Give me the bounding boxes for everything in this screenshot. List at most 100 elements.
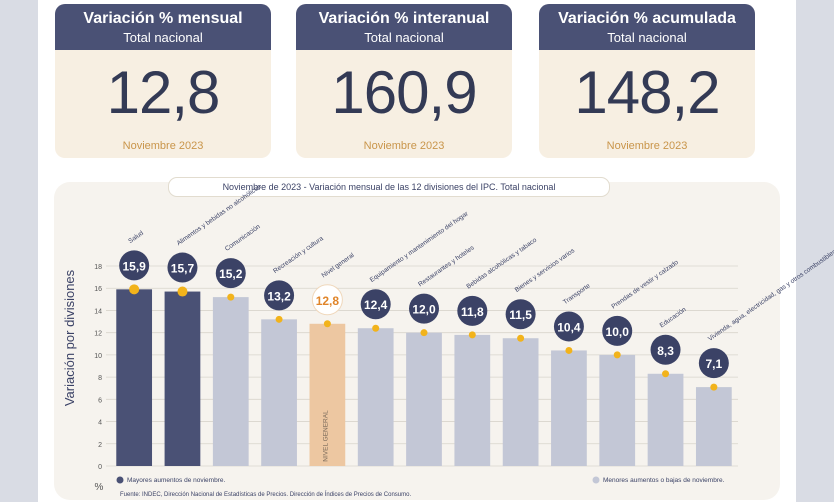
data-label: 12,8 — [316, 294, 340, 308]
legend-marker-mayor — [116, 476, 124, 484]
value-dot — [710, 383, 718, 391]
value-badge — [119, 250, 150, 281]
value-dot — [468, 331, 476, 339]
category-label: Vivienda, agua, electricidad, gas y otro… — [707, 248, 834, 343]
value-badge — [167, 252, 198, 283]
bar — [357, 328, 394, 466]
y-axis-label: Variación por divisiones — [62, 269, 77, 406]
value-badge — [311, 284, 343, 316]
y-tick-label: 12 — [94, 331, 102, 338]
value-badge — [553, 311, 584, 342]
card-accumulated-value: 148,2 — [574, 59, 720, 126]
card-yearly-subtitle: Total nacional — [364, 30, 444, 45]
value-badge — [215, 258, 246, 289]
bar — [695, 387, 732, 466]
category-label: Recreación y cultura — [272, 235, 325, 275]
card-yearly-header: Variación % interanual Total nacional — [296, 4, 512, 50]
bar — [309, 323, 346, 466]
value-dot — [662, 370, 670, 378]
value-badge — [505, 299, 536, 330]
source-note: Fuente: INDEC, Dirección Nacional de Est… — [120, 492, 412, 498]
card-accumulated-header: Variación % acumulada Total nacional — [539, 4, 755, 50]
bar — [647, 373, 684, 466]
data-label: 11,5 — [509, 308, 532, 322]
value-dot — [323, 320, 331, 328]
card-yearly: Variación % interanual Total nacional 16… — [296, 4, 512, 158]
card-monthly-date: Noviembre 2023 — [122, 140, 204, 152]
category-label: Salud — [127, 229, 145, 244]
bar — [406, 332, 442, 466]
card-accumulated-title: Variación % acumulada — [558, 10, 736, 27]
data-label: 15,7 — [171, 262, 195, 276]
value-badge — [264, 280, 295, 311]
value-dot — [129, 284, 140, 295]
card-accumulated-date: Noviembre 2023 — [606, 140, 688, 152]
data-label: 8,3 — [657, 344, 674, 358]
card-accumulated: Variación % acumulada Total nacional 148… — [539, 4, 755, 158]
y-tick-label: 16 — [94, 286, 102, 293]
card-monthly-value: 12,8 — [106, 59, 221, 126]
data-label: 15,9 — [122, 259, 146, 273]
value-dot — [420, 329, 428, 337]
y-tick-label: 0 — [98, 464, 102, 471]
value-badge — [650, 334, 681, 365]
data-label: 13,2 — [267, 289, 291, 303]
card-monthly-title: Variación % mensual — [83, 10, 243, 27]
y-tick-label: 6 — [98, 397, 102, 404]
right-background — [796, 0, 834, 502]
card-accumulated-subtitle: Total nacional — [607, 30, 687, 45]
data-label: 12,4 — [364, 298, 388, 312]
card-yearly-title: Variación % interanual — [318, 10, 490, 27]
legend-label-menor: Menores aumentos o bajas de noviembre. — [603, 477, 725, 484]
card-yearly-value: 160,9 — [331, 59, 477, 126]
value-dot — [613, 351, 621, 359]
category-label: Educación — [659, 306, 688, 329]
data-label: 10,4 — [557, 320, 581, 334]
bar — [261, 319, 297, 466]
data-label: 15,2 — [219, 267, 243, 281]
category-label: Bienes y servicios varios — [514, 247, 577, 294]
value-badge — [698, 348, 729, 379]
card-monthly-subtitle: Total nacional — [123, 30, 203, 45]
value-badge — [457, 295, 488, 326]
value-dot — [275, 315, 283, 323]
y-tick-label: 2 — [98, 442, 102, 449]
y-tick-label: 10 — [94, 353, 102, 360]
bar — [599, 354, 636, 466]
bar — [454, 334, 491, 466]
value-badge — [360, 289, 391, 320]
data-label: 12,0 — [412, 303, 436, 317]
bar — [164, 291, 201, 466]
bar — [551, 350, 587, 466]
y-tick-label: 4 — [98, 420, 102, 427]
category-label: Prendas de vestir y calzado — [610, 259, 680, 311]
y-tick-label: 14 — [94, 308, 102, 315]
bar — [502, 338, 539, 466]
data-label: 11,8 — [461, 305, 484, 319]
bar — [116, 289, 153, 466]
legend-marker-menor — [592, 476, 600, 484]
data-label: 10,0 — [606, 325, 630, 339]
value-dot — [565, 346, 573, 354]
bar — [212, 297, 249, 466]
category-label: Nivel general — [321, 252, 357, 280]
y-tick-label: 18 — [94, 264, 102, 271]
value-dot — [372, 324, 380, 332]
y-unit-label: % — [95, 482, 104, 493]
value-badge — [602, 315, 633, 346]
value-dot — [227, 293, 235, 301]
general-level-label: NIVEL GENERAL — [322, 410, 329, 462]
category-label: Alimentos y bebidas no alcohólicas — [176, 183, 264, 247]
value-dot — [517, 334, 525, 342]
chart-title: Noviembre de 2023 - Variación mensual de… — [168, 177, 610, 197]
card-monthly-header: Variación % mensual Total nacional — [55, 4, 271, 50]
category-label: Transporte — [562, 282, 592, 306]
legend-label-mayor: Mayores aumentos de noviembre. — [127, 477, 225, 484]
data-label: 7,1 — [706, 357, 723, 371]
left-background — [0, 0, 38, 502]
value-dot — [177, 286, 188, 297]
card-monthly: Variación % mensual Total nacional 12,8 … — [55, 4, 271, 158]
category-label: Comunicación — [224, 223, 262, 253]
y-tick-label: 8 — [98, 375, 102, 382]
